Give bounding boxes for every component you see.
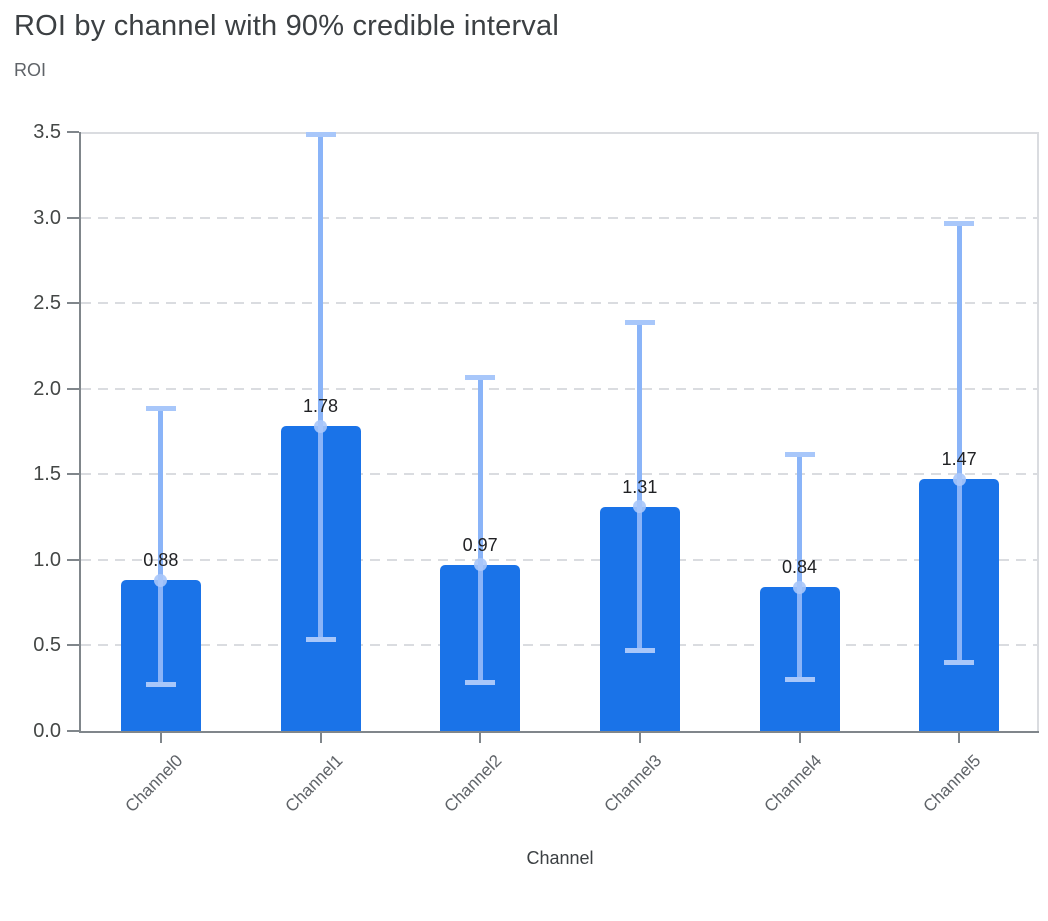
y-tick bbox=[67, 730, 79, 732]
y-tick bbox=[67, 644, 79, 647]
y-tick bbox=[67, 473, 79, 476]
y-tick-label: 0.0 bbox=[33, 720, 61, 742]
plot-right-border bbox=[1037, 132, 1039, 733]
x-tick-label: Channel4 bbox=[760, 751, 825, 816]
x-tick bbox=[958, 733, 961, 743]
gridline bbox=[81, 387, 1039, 390]
bar-value-label: 0.84 bbox=[781, 557, 818, 578]
error-bar-cap-top bbox=[624, 319, 655, 325]
x-tick-label: Channel2 bbox=[440, 751, 506, 816]
mean-marker bbox=[473, 558, 487, 572]
y-tick-label: 2.0 bbox=[33, 377, 61, 400]
x-tick bbox=[798, 733, 801, 743]
mean-marker bbox=[633, 500, 647, 514]
y-tick-label: 3.0 bbox=[33, 206, 61, 229]
x-axis-title: Channel bbox=[526, 848, 594, 868]
x-tick bbox=[319, 733, 322, 743]
y-axis-line bbox=[79, 132, 81, 733]
error-bar-cap-bottom bbox=[465, 680, 496, 686]
mean-marker bbox=[314, 419, 327, 433]
error-bar-cap-top bbox=[784, 451, 815, 457]
y-tick-label: 1.5 bbox=[33, 463, 61, 486]
error-bar-cap-bottom bbox=[624, 647, 655, 653]
plot-area: 0.0 0.5 1.0 1.5 2.0 2.5 3.0 3.5 0.88 Channel0 1.78… bbox=[33, 121, 1039, 816]
x-tick bbox=[479, 733, 482, 743]
mean-marker bbox=[793, 580, 806, 594]
mean-marker bbox=[154, 573, 168, 587]
error-bar-line bbox=[477, 376, 483, 684]
x-tick-label: Channel5 bbox=[919, 751, 985, 816]
chart-title: ROI by channel with 90% credible interva… bbox=[14, 10, 559, 42]
y-tick-label: 1.0 bbox=[33, 548, 61, 571]
bar-value-label: 1.47 bbox=[941, 449, 977, 470]
error-bar-cap-top bbox=[944, 220, 975, 226]
bar-value-label: 1.31 bbox=[622, 476, 658, 497]
y-tick bbox=[67, 302, 79, 305]
x-tick bbox=[159, 733, 162, 743]
x-axis-line bbox=[79, 731, 1039, 733]
bar-value-label: 0.88 bbox=[143, 550, 179, 571]
plot-top-border bbox=[81, 132, 1039, 134]
bar-value-label: 0.97 bbox=[462, 534, 498, 555]
y-tick bbox=[67, 558, 79, 561]
error-bar-line bbox=[956, 222, 962, 663]
y-tick-label: 2.5 bbox=[33, 292, 61, 315]
gridline bbox=[81, 558, 1039, 561]
bar-value-label: 1.78 bbox=[302, 396, 339, 417]
x-tick bbox=[638, 733, 641, 743]
gridline bbox=[81, 302, 1039, 305]
error-bar-cap-top bbox=[145, 405, 176, 411]
error-bar-cap-bottom bbox=[145, 681, 176, 687]
error-bar-line bbox=[797, 453, 802, 680]
error-bar-line bbox=[637, 321, 643, 651]
x-tick-label: Channel0 bbox=[121, 751, 187, 816]
gridline bbox=[81, 216, 1039, 219]
error-bar-cap-top bbox=[465, 374, 496, 380]
y-tick-label: 3.5 bbox=[33, 121, 61, 143]
y-axis-title: ROI bbox=[14, 60, 47, 80]
gridline bbox=[81, 644, 1039, 647]
error-bar-cap-top bbox=[305, 131, 336, 137]
y-tick-label: 0.5 bbox=[33, 634, 61, 657]
error-bar-line bbox=[318, 133, 323, 641]
y-tick bbox=[67, 131, 79, 133]
error-bar-cap-bottom bbox=[944, 659, 975, 665]
error-bar-line bbox=[158, 407, 164, 685]
y-tick bbox=[67, 216, 79, 219]
y-tick bbox=[67, 387, 79, 390]
mean-marker bbox=[952, 472, 966, 486]
error-bar-cap-bottom bbox=[305, 637, 336, 643]
gridline bbox=[81, 473, 1039, 476]
x-tick-label: Channel1 bbox=[281, 751, 346, 816]
x-tick-label: Channel3 bbox=[600, 751, 666, 816]
error-bar-cap-bottom bbox=[784, 676, 815, 682]
